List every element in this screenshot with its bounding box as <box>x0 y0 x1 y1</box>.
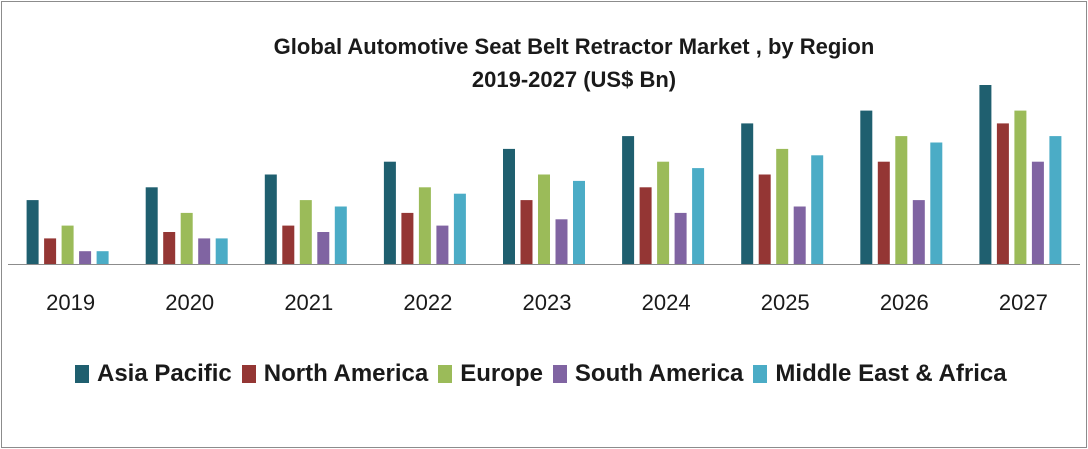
bar-europe-2025 <box>776 148 789 264</box>
x-tick-label: 2019 <box>46 290 95 315</box>
bar-europe-2026 <box>895 136 908 264</box>
bar-middle-east-africa-2027 <box>1049 136 1062 264</box>
bar-asia-pacific-2027 <box>979 85 992 264</box>
chart-title-block: Global Automotive Seat Belt Retractor Ma… <box>0 30 1088 96</box>
bar-asia-pacific-2023 <box>503 148 515 264</box>
bar-north-america-2027 <box>996 123 1009 265</box>
legend-swatch <box>753 365 768 383</box>
legend-label: North America <box>263 360 429 387</box>
bar-south-america-2021 <box>317 232 330 264</box>
bar-asia-pacific-2024 <box>622 136 635 264</box>
legend-item: Asia Pacific <box>75 360 232 388</box>
x-tick-label: 2025 <box>761 290 810 315</box>
legend-item: South America <box>552 360 744 388</box>
bar-middle-east-africa-2025 <box>811 155 824 264</box>
x-tick-label: 2023 <box>523 290 572 315</box>
bar-south-america-2025 <box>793 206 806 264</box>
chart-legend: Asia Pacific North America Europe South Ame… <box>75 360 1017 388</box>
bar-south-america-2024 <box>674 212 687 264</box>
bar-asia-pacific-2022 <box>383 161 396 264</box>
legend-swatch <box>552 365 567 383</box>
x-tick-label: 2026 <box>880 290 929 315</box>
x-tick-label: 2024 <box>642 290 691 315</box>
chart-subtitle: 2019-2027 (US$ Bn) <box>471 67 677 92</box>
bar-asia-pacific-2026 <box>860 110 873 264</box>
chart-title: Global Automotive Seat Belt Retractor Ma… <box>273 34 875 59</box>
bar-north-america-2023 <box>520 200 533 264</box>
x-tick-label: 2027 <box>999 290 1048 315</box>
bar-south-america-2023 <box>555 219 568 265</box>
bar-middle-east-africa-2022 <box>453 193 466 264</box>
bar-north-america-2022 <box>401 212 414 264</box>
bar-middle-east-africa-2024 <box>692 168 705 264</box>
x-tick-label: 2020 <box>165 290 214 315</box>
legend-item: North America <box>241 360 429 388</box>
bar-asia-pacific-2019 <box>26 200 39 264</box>
bar-north-america-2020 <box>163 232 176 264</box>
x-tick-label: 2022 <box>403 290 452 315</box>
bar-north-america-2025 <box>758 174 771 264</box>
bar-asia-pacific-2020 <box>145 187 158 264</box>
bar-asia-pacific-2021 <box>264 174 277 264</box>
x-tick-label: 2021 <box>284 290 333 315</box>
legend-swatch <box>75 365 89 383</box>
bar-middle-east-africa-2020 <box>215 238 228 264</box>
bar-north-america-2019 <box>44 238 57 264</box>
bar-middle-east-africa-2021 <box>334 206 347 264</box>
bar-europe-2020 <box>180 212 193 264</box>
legend-label: Europe <box>460 360 543 387</box>
bar-north-america-2026 <box>877 161 890 264</box>
legend-swatch <box>438 365 453 383</box>
bar-south-america-2027 <box>1031 161 1044 264</box>
legend-label: South America <box>574 360 744 387</box>
bar-middle-east-africa-2019 <box>96 251 109 264</box>
bar-north-america-2021 <box>282 225 295 264</box>
bar-south-america-2020 <box>198 238 211 264</box>
bar-north-america-2024 <box>639 187 652 264</box>
bar-middle-east-africa-2026 <box>930 142 943 264</box>
bar-south-america-2022 <box>436 225 449 264</box>
bar-europe-2023 <box>538 174 550 264</box>
bar-europe-2022 <box>418 187 431 264</box>
legend-label: Middle East & Africa <box>775 360 1007 387</box>
bar-south-america-2026 <box>912 200 925 264</box>
bar-europe-2024 <box>657 161 670 264</box>
legend-item: Europe <box>438 360 543 388</box>
bar-europe-2019 <box>61 225 74 264</box>
legend-swatch <box>241 365 256 383</box>
bar-europe-2027 <box>1014 110 1027 264</box>
bar-asia-pacific-2025 <box>741 123 754 265</box>
bar-middle-east-africa-2023 <box>573 180 585 264</box>
bar-europe-2021 <box>299 200 312 264</box>
legend-item: Middle East & Africa <box>753 360 1007 388</box>
legend-label: Asia Pacific <box>97 360 232 387</box>
bar-south-america-2019 <box>79 251 92 264</box>
